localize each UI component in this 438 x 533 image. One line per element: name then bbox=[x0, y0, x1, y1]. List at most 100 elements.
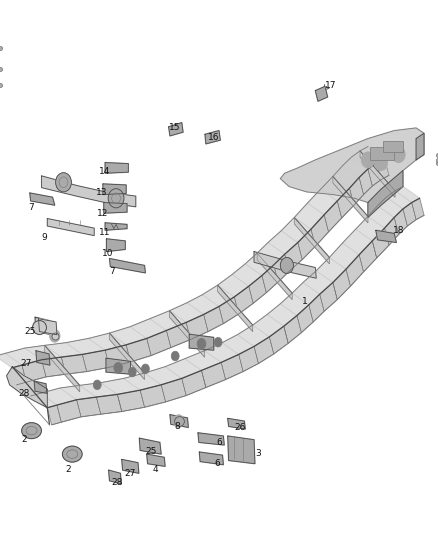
Polygon shape bbox=[36, 351, 50, 365]
Polygon shape bbox=[239, 346, 258, 372]
Polygon shape bbox=[169, 123, 183, 136]
Bar bbox=[370, 147, 394, 160]
Polygon shape bbox=[77, 397, 101, 417]
Polygon shape bbox=[147, 330, 171, 356]
Polygon shape bbox=[199, 452, 223, 465]
Polygon shape bbox=[218, 285, 253, 332]
Polygon shape bbox=[395, 187, 420, 203]
Ellipse shape bbox=[21, 423, 41, 439]
Polygon shape bbox=[47, 405, 61, 425]
Polygon shape bbox=[106, 358, 131, 374]
Polygon shape bbox=[12, 365, 26, 385]
Polygon shape bbox=[307, 189, 337, 215]
Text: 28: 28 bbox=[18, 389, 30, 398]
Circle shape bbox=[93, 380, 101, 390]
Circle shape bbox=[171, 351, 179, 361]
Polygon shape bbox=[285, 243, 302, 271]
Polygon shape bbox=[284, 316, 301, 343]
Polygon shape bbox=[292, 282, 320, 305]
Text: 7: 7 bbox=[109, 268, 115, 276]
Polygon shape bbox=[403, 203, 416, 226]
Polygon shape bbox=[105, 223, 127, 230]
Polygon shape bbox=[294, 203, 324, 229]
Polygon shape bbox=[351, 151, 377, 169]
Polygon shape bbox=[103, 184, 126, 195]
Polygon shape bbox=[368, 171, 403, 217]
Text: 4: 4 bbox=[153, 465, 158, 473]
Polygon shape bbox=[39, 319, 57, 335]
Polygon shape bbox=[170, 415, 188, 427]
Text: 6: 6 bbox=[214, 459, 220, 468]
Circle shape bbox=[33, 319, 46, 335]
Polygon shape bbox=[280, 128, 424, 203]
Polygon shape bbox=[360, 147, 385, 163]
Polygon shape bbox=[126, 338, 151, 362]
Polygon shape bbox=[321, 176, 350, 201]
Polygon shape bbox=[110, 327, 147, 345]
Polygon shape bbox=[105, 163, 128, 173]
Polygon shape bbox=[316, 257, 346, 282]
Bar bbox=[383, 141, 403, 152]
Polygon shape bbox=[205, 343, 239, 362]
Polygon shape bbox=[386, 191, 412, 209]
Polygon shape bbox=[257, 253, 292, 300]
Ellipse shape bbox=[63, 446, 82, 462]
Text: 14: 14 bbox=[99, 167, 110, 176]
Text: 3: 3 bbox=[255, 449, 261, 457]
Circle shape bbox=[392, 147, 405, 163]
Text: 6: 6 bbox=[216, 438, 222, 447]
Polygon shape bbox=[237, 325, 269, 346]
Polygon shape bbox=[110, 259, 145, 273]
Polygon shape bbox=[333, 269, 350, 300]
Text: 1: 1 bbox=[301, 297, 307, 305]
Polygon shape bbox=[228, 418, 245, 429]
Polygon shape bbox=[268, 231, 298, 254]
Polygon shape bbox=[185, 351, 221, 370]
Polygon shape bbox=[394, 209, 407, 235]
Polygon shape bbox=[88, 333, 126, 350]
Polygon shape bbox=[147, 454, 165, 466]
Polygon shape bbox=[297, 305, 313, 333]
Polygon shape bbox=[315, 86, 328, 101]
Circle shape bbox=[280, 257, 293, 273]
Polygon shape bbox=[201, 362, 226, 387]
Circle shape bbox=[108, 189, 124, 208]
Polygon shape bbox=[109, 470, 121, 484]
Polygon shape bbox=[249, 276, 266, 303]
Polygon shape bbox=[202, 285, 234, 306]
Polygon shape bbox=[130, 319, 166, 338]
Polygon shape bbox=[166, 322, 191, 348]
Polygon shape bbox=[42, 176, 136, 207]
Polygon shape bbox=[0, 353, 22, 368]
Polygon shape bbox=[204, 306, 223, 332]
Polygon shape bbox=[378, 197, 403, 217]
Polygon shape bbox=[333, 176, 368, 223]
Polygon shape bbox=[150, 311, 186, 330]
Polygon shape bbox=[360, 151, 395, 197]
Polygon shape bbox=[412, 198, 424, 220]
Circle shape bbox=[141, 364, 149, 374]
Text: 10: 10 bbox=[102, 249, 113, 257]
Text: 9: 9 bbox=[41, 233, 47, 241]
Text: 16: 16 bbox=[208, 133, 219, 142]
Polygon shape bbox=[359, 169, 372, 195]
Polygon shape bbox=[145, 367, 182, 385]
Polygon shape bbox=[35, 317, 52, 335]
Circle shape bbox=[374, 155, 388, 171]
Polygon shape bbox=[106, 239, 125, 252]
Polygon shape bbox=[218, 274, 249, 297]
Polygon shape bbox=[198, 433, 224, 445]
Polygon shape bbox=[346, 255, 364, 286]
Text: 28: 28 bbox=[112, 478, 123, 487]
Polygon shape bbox=[22, 360, 46, 382]
Polygon shape bbox=[254, 337, 274, 364]
Text: 17: 17 bbox=[325, 81, 336, 90]
Circle shape bbox=[128, 367, 136, 377]
Polygon shape bbox=[234, 286, 253, 314]
Polygon shape bbox=[372, 228, 389, 258]
Circle shape bbox=[49, 329, 60, 342]
Polygon shape bbox=[294, 217, 329, 264]
Polygon shape bbox=[267, 304, 297, 326]
Polygon shape bbox=[254, 252, 316, 278]
Polygon shape bbox=[80, 383, 117, 397]
